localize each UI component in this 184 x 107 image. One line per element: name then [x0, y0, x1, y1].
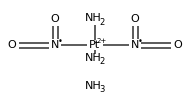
Text: O: O — [8, 40, 16, 50]
Text: 2: 2 — [99, 18, 105, 27]
Text: 2: 2 — [99, 57, 105, 66]
Text: 2+: 2+ — [97, 38, 107, 44]
Text: N: N — [51, 40, 59, 50]
Text: NH: NH — [85, 81, 101, 91]
Text: 3: 3 — [99, 85, 105, 94]
Text: O: O — [174, 40, 182, 50]
Text: O: O — [131, 14, 139, 24]
Text: •: • — [58, 36, 62, 45]
Text: •: • — [138, 36, 142, 45]
Text: O: O — [51, 14, 59, 24]
Text: Pt: Pt — [89, 40, 100, 50]
Text: NH: NH — [85, 13, 101, 23]
Text: NH: NH — [85, 53, 101, 63]
Text: N: N — [131, 40, 139, 50]
